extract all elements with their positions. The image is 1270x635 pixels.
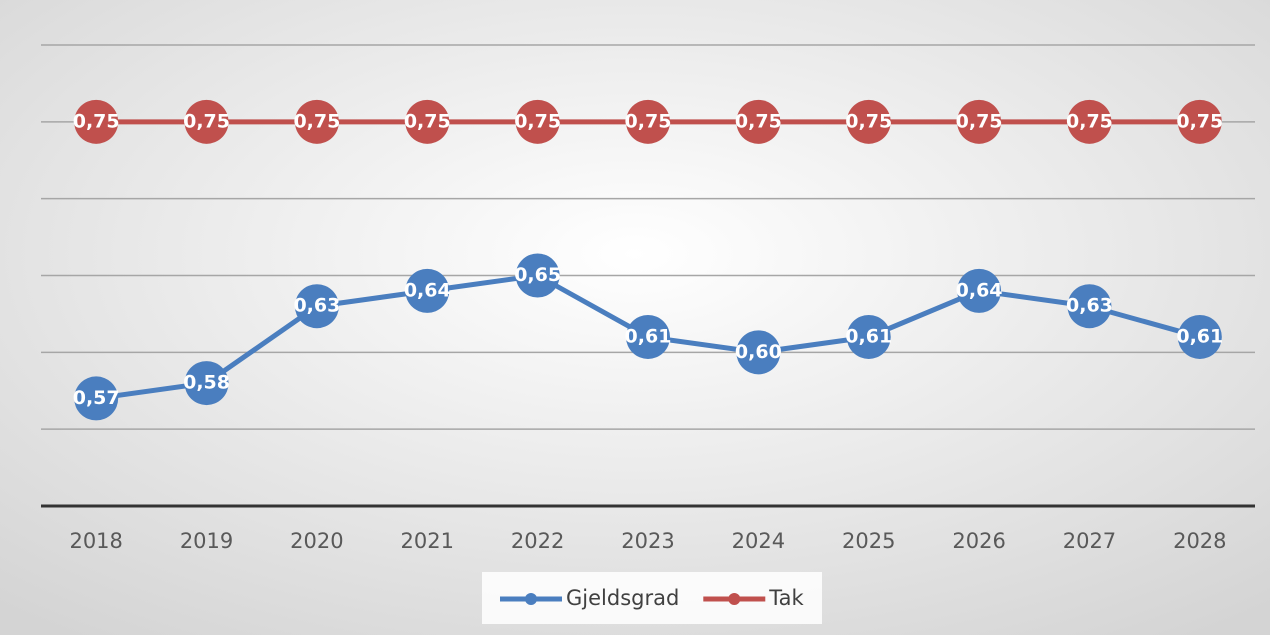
x-tick-label: 2026 xyxy=(952,529,1005,553)
legend-marker xyxy=(728,593,741,605)
data-label: 0,60 xyxy=(735,341,782,363)
marker xyxy=(736,330,781,375)
marker xyxy=(957,268,1002,313)
marker xyxy=(405,268,450,313)
marker xyxy=(515,253,560,298)
x-tick-label: 2028 xyxy=(1173,529,1226,553)
data-label: 0,64 xyxy=(956,279,1003,301)
data-label: 0,61 xyxy=(625,325,672,347)
legend-label: Gjeldsgrad xyxy=(566,586,679,610)
data-label: 0,64 xyxy=(404,279,451,301)
marker xyxy=(1177,99,1222,144)
marker xyxy=(74,376,119,421)
data-label: 0,75 xyxy=(514,110,561,132)
x-tick-label: 2018 xyxy=(69,529,122,553)
data-label: 0,75 xyxy=(73,110,120,132)
data-label: 0,75 xyxy=(735,110,782,132)
marker xyxy=(515,99,560,144)
x-tick-label: 2019 xyxy=(180,529,233,553)
marker xyxy=(184,99,229,144)
marker xyxy=(405,99,450,144)
x-tick-label: 2022 xyxy=(511,529,564,553)
x-tick-label: 2027 xyxy=(1063,529,1116,553)
x-tick-label: 2020 xyxy=(290,529,343,553)
data-label: 0,57 xyxy=(73,387,120,409)
plot: 0,57 0,58 0,63 0,64 0,65 0,61 0,60 0,61 0,64 0,63… xyxy=(73,99,1223,421)
x-tick-label: 2021 xyxy=(401,529,454,553)
marker xyxy=(1067,99,1112,144)
data-label: 0,63 xyxy=(1066,295,1113,317)
data-label: 0,75 xyxy=(293,110,340,132)
legend: Gjeldsgrad Tak xyxy=(500,586,805,610)
x-tick-label: 2023 xyxy=(621,529,674,553)
data-label: 0,75 xyxy=(183,110,230,132)
marker xyxy=(74,99,119,144)
data-label: 0,61 xyxy=(1176,325,1223,347)
data-label: 0,75 xyxy=(404,110,451,132)
data-label: 0,65 xyxy=(514,264,561,286)
marker xyxy=(184,361,229,406)
data-label: 0,75 xyxy=(1066,110,1113,132)
data-label: 0,58 xyxy=(183,372,230,394)
marker xyxy=(294,99,339,144)
x-tick-label: 2025 xyxy=(842,529,895,553)
marker xyxy=(626,99,670,144)
data-label: 0,61 xyxy=(845,325,892,347)
marker xyxy=(957,99,1002,144)
legend-marker xyxy=(525,593,537,605)
marker xyxy=(294,284,339,329)
data-label: 0,75 xyxy=(1176,110,1223,132)
marker xyxy=(846,314,891,359)
data-label: 0,75 xyxy=(845,110,892,132)
x-tick-label: 2024 xyxy=(732,529,785,553)
legend-label: Tak xyxy=(768,586,804,610)
marker xyxy=(1067,284,1112,329)
data-label: 0,75 xyxy=(625,110,672,132)
data-label: 0,75 xyxy=(956,110,1003,132)
marker xyxy=(626,314,670,359)
marker xyxy=(846,99,891,144)
marker xyxy=(1177,314,1222,359)
marker xyxy=(736,99,781,144)
data-label: 0,63 xyxy=(293,295,340,317)
